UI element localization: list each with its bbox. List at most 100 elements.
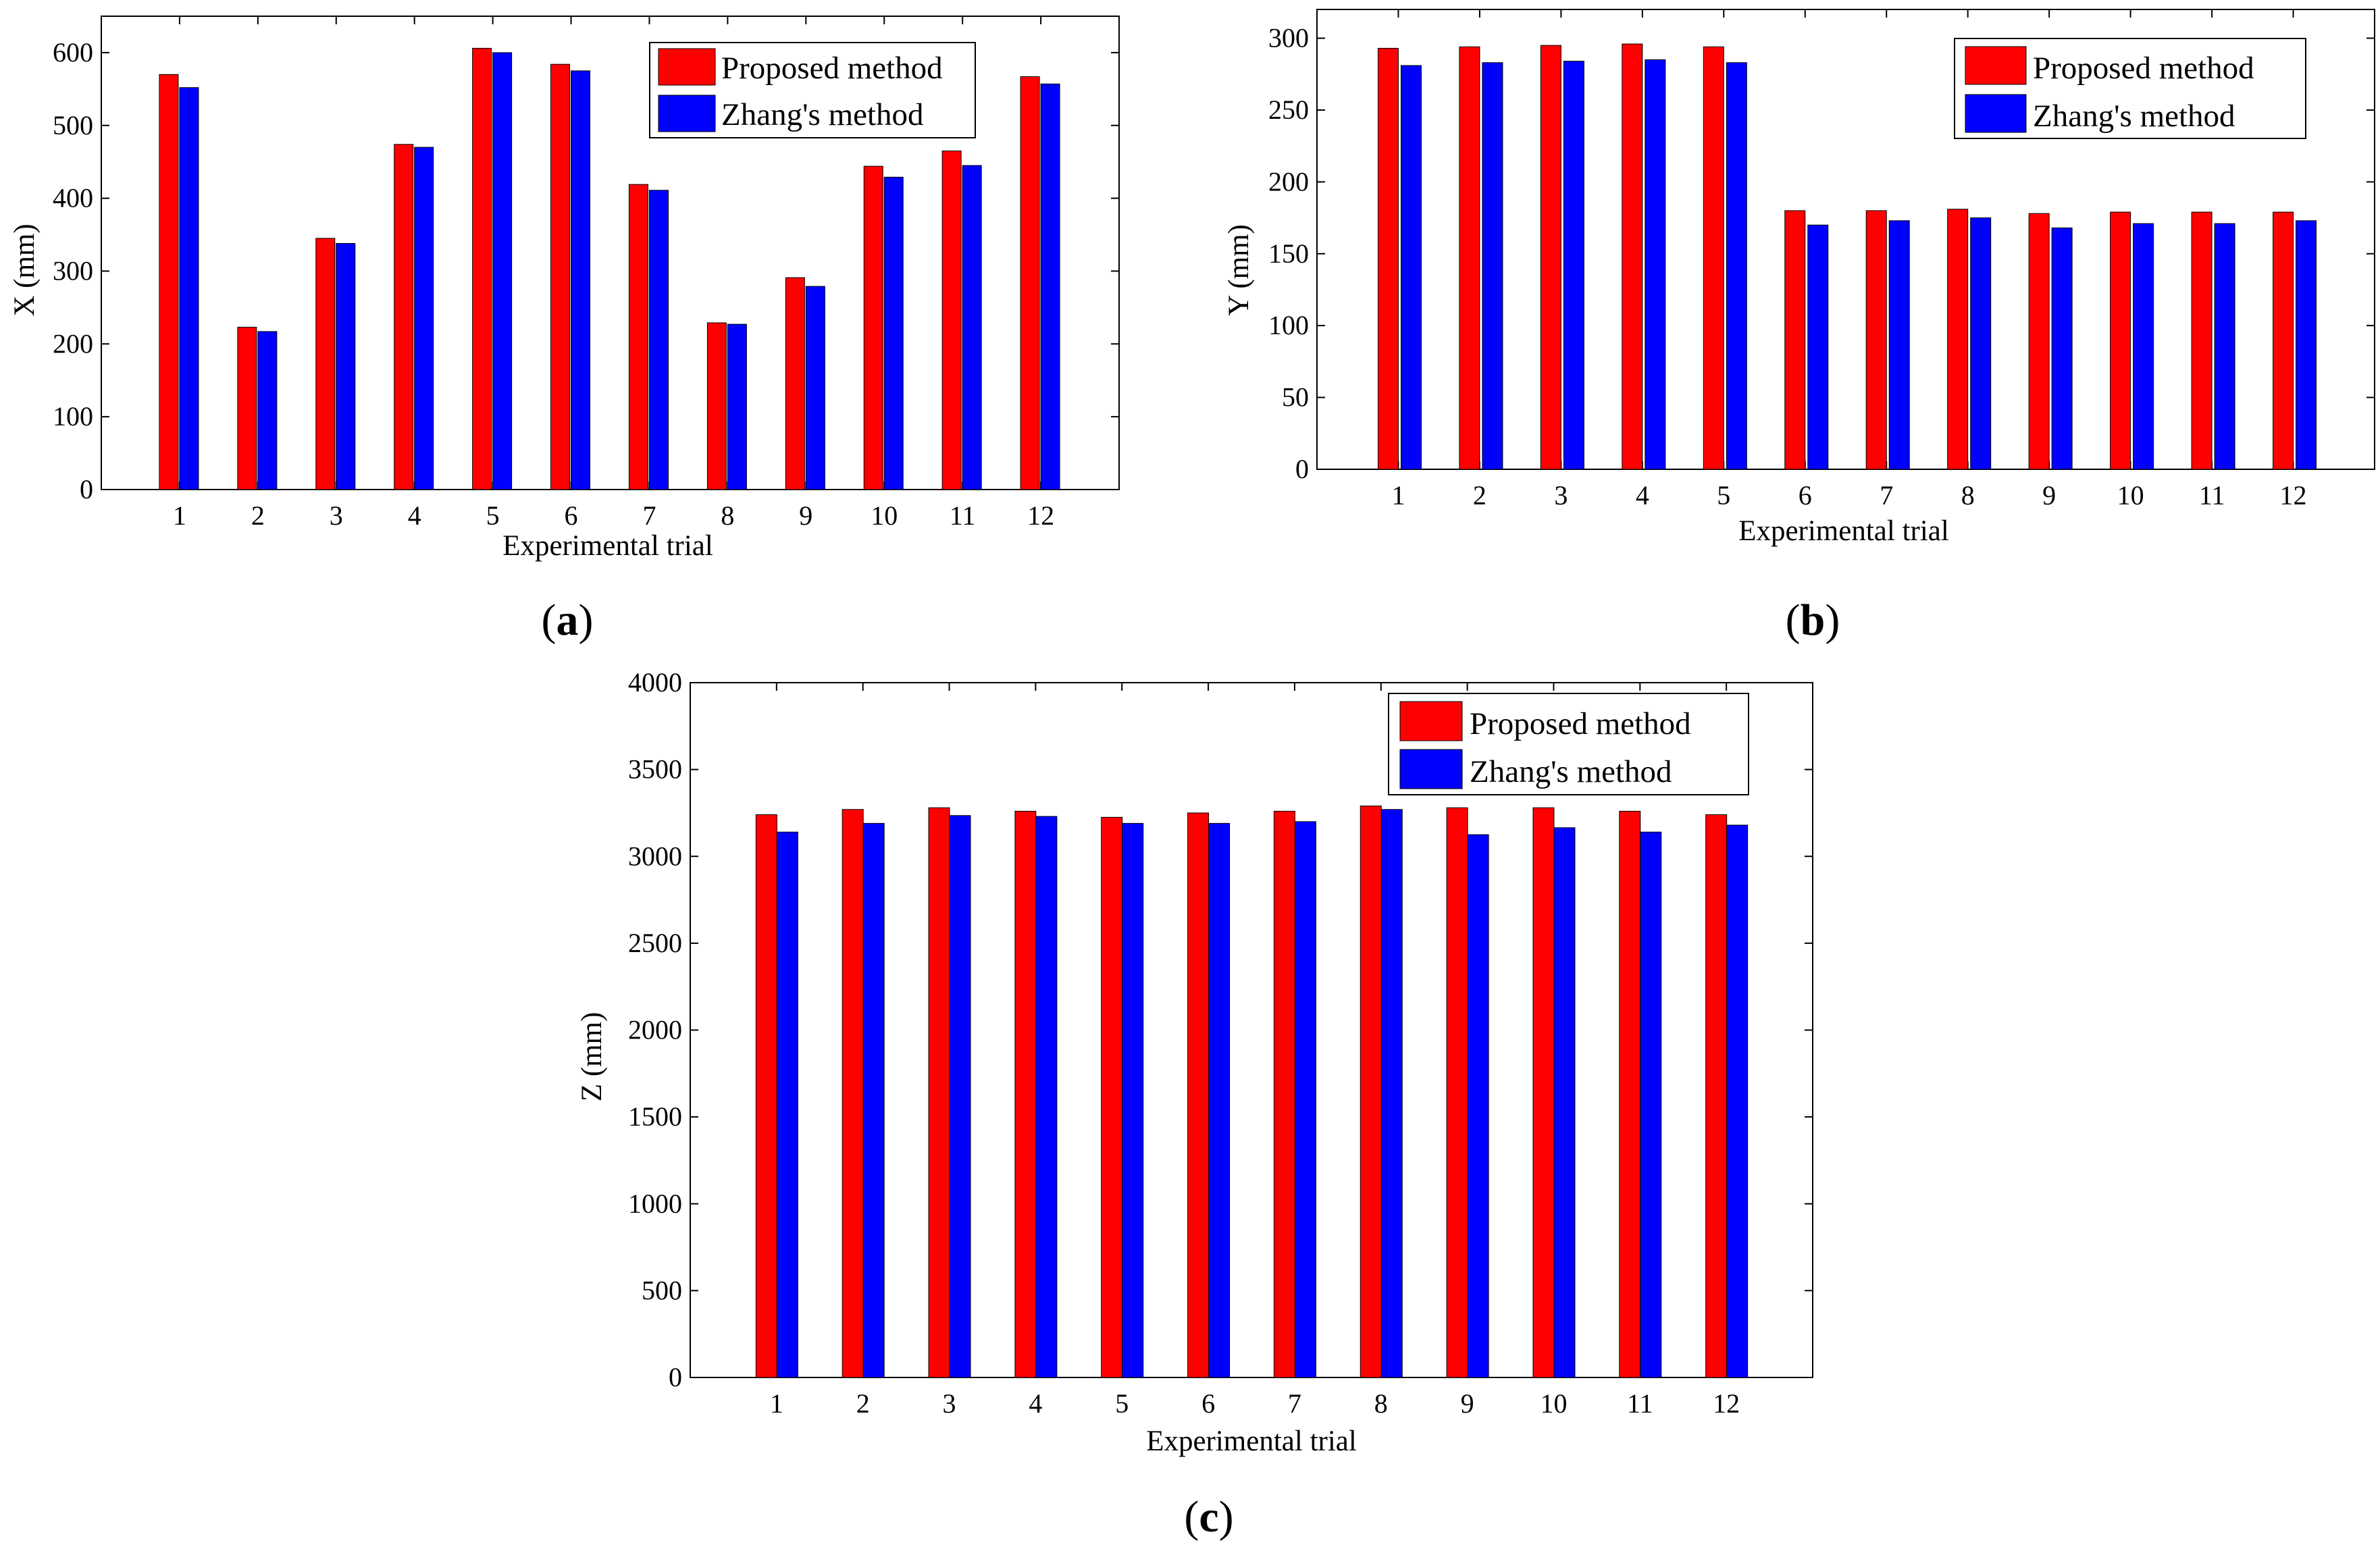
bar-zhang-method: [1294, 821, 1316, 1378]
x-tick-label: 4: [1029, 1388, 1042, 1419]
plot-frame: [1316, 9, 2375, 470]
panel-label-a: (a): [542, 596, 594, 645]
y-tick-label: 200: [1268, 166, 1309, 196]
bar-proposed-method: [472, 47, 492, 490]
bar-zhang-method: [336, 242, 356, 490]
y-tick-label: 600: [53, 37, 93, 68]
legend-c: Proposed method Zhang's method: [1388, 693, 1749, 795]
legend-swatch-zhang: [1965, 94, 2027, 133]
bar-proposed-method: [706, 322, 727, 490]
x-tick-label: 10: [871, 500, 898, 531]
x-tick-label: 12: [1713, 1388, 1740, 1419]
panel-label-b: (b): [1786, 596, 1840, 645]
x-axis-title-b: Experimental trial: [1738, 515, 1949, 547]
x-tick-label: 10: [1540, 1388, 1567, 1419]
bar-zhang-method: [1400, 65, 1422, 470]
bar-zhang-method: [1040, 83, 1060, 490]
bar-proposed-method: [1014, 810, 1037, 1378]
bar-proposed-method: [1703, 46, 1724, 470]
bar-proposed-method: [550, 63, 571, 490]
bar-zhang-method: [2214, 223, 2235, 470]
legend-b: Proposed method Zhang's method: [1954, 38, 2306, 139]
bar-proposed-method: [159, 74, 179, 490]
bar-zhang-method: [571, 70, 591, 490]
bar-proposed-method: [2191, 211, 2213, 470]
legend-a: Proposed method Zhang's method: [649, 42, 976, 138]
x-tick-label: 4: [1636, 480, 1649, 510]
bar-proposed-method: [842, 809, 864, 1378]
bar-proposed-method: [2028, 213, 2050, 470]
y-tick-label: 300: [1268, 23, 1309, 53]
bar-proposed-method: [1947, 209, 1969, 470]
plot-frame: [101, 16, 1120, 490]
y-tick-label: 500: [53, 110, 93, 140]
bar-zhang-method: [414, 147, 434, 490]
bar-proposed-method: [1622, 43, 1643, 470]
bar-zhang-method: [2296, 220, 2317, 470]
x-axis-title-c: Experimental trial: [1146, 1425, 1357, 1457]
bar-proposed-method: [928, 807, 950, 1378]
y-tick-label: 0: [669, 1362, 682, 1392]
x-tick-label: 11: [950, 500, 976, 531]
y-tick-label: 2000: [628, 1015, 682, 1045]
bar-proposed-method: [1705, 814, 1728, 1378]
bar-proposed-method: [755, 814, 777, 1378]
bar-proposed-method: [237, 327, 257, 490]
x-tick-label: 2: [856, 1388, 870, 1419]
bar-zhang-method: [179, 87, 199, 490]
y-axis-title-a: X (mm): [9, 224, 41, 316]
legend-swatch-proposed: [1399, 701, 1463, 741]
y-tick-label: 0: [1295, 454, 1309, 484]
x-tick-label: 2: [251, 500, 265, 531]
y-tick-label: 3000: [628, 841, 682, 871]
x-tick-label: 4: [408, 500, 421, 531]
x-tick-label: 11: [1627, 1388, 1653, 1419]
x-tick-label: 3: [1554, 480, 1568, 510]
legend-label-proposed: Proposed method: [721, 51, 943, 86]
bar-zhang-method: [1640, 831, 1662, 1378]
bar-zhang-method: [1482, 62, 1503, 470]
bar-proposed-method: [863, 165, 883, 490]
y-tick-label: 150: [1268, 238, 1309, 269]
legend-swatch-zhang: [658, 95, 716, 132]
y-tick-label: 300: [53, 255, 93, 286]
x-tick-label: 9: [2042, 480, 2056, 510]
bar-zhang-method: [2133, 223, 2154, 470]
bar-zhang-method: [1553, 827, 1576, 1378]
bar-zhang-method: [883, 176, 904, 490]
bar-zhang-method: [1563, 61, 1584, 470]
bar-proposed-method: [1459, 46, 1480, 470]
bar-zhang-method: [962, 165, 982, 490]
bar-proposed-method: [1020, 76, 1040, 490]
x-tick-label: 1: [770, 1388, 783, 1419]
legend-label-proposed: Proposed method: [2033, 51, 2254, 86]
y-tick-label: 2500: [628, 928, 682, 958]
bar-proposed-method: [1273, 810, 1295, 1378]
bar-proposed-method: [1446, 807, 1468, 1378]
x-axis-title-a: Experimental trial: [502, 530, 713, 562]
y-axis-title-c: Z (mm): [576, 1012, 608, 1102]
x-tick-label: 3: [943, 1388, 956, 1419]
x-tick-label: 9: [1461, 1388, 1474, 1419]
bar-zhang-method: [1380, 809, 1403, 1378]
x-tick-label: 2: [1473, 480, 1486, 510]
x-tick-label: 6: [1201, 1388, 1215, 1419]
legend-label-proposed: Proposed method: [1470, 706, 1691, 741]
y-tick-label: 200: [53, 328, 93, 359]
bar-zhang-method: [776, 831, 798, 1378]
x-tick-label: 12: [1027, 500, 1054, 531]
bar-proposed-method: [628, 184, 648, 490]
x-tick-label: 7: [642, 500, 656, 531]
x-tick-label: 6: [1799, 480, 1812, 510]
y-tick-label: 400: [53, 183, 93, 213]
bar-zhang-method: [1726, 62, 1747, 470]
bar-proposed-method: [1619, 810, 1641, 1378]
y-tick-label: 500: [642, 1275, 682, 1305]
bar-proposed-method: [1784, 210, 1806, 470]
x-tick-label: 6: [565, 500, 578, 531]
x-tick-label: 5: [486, 500, 500, 531]
bar-zhang-method: [1807, 224, 1829, 470]
